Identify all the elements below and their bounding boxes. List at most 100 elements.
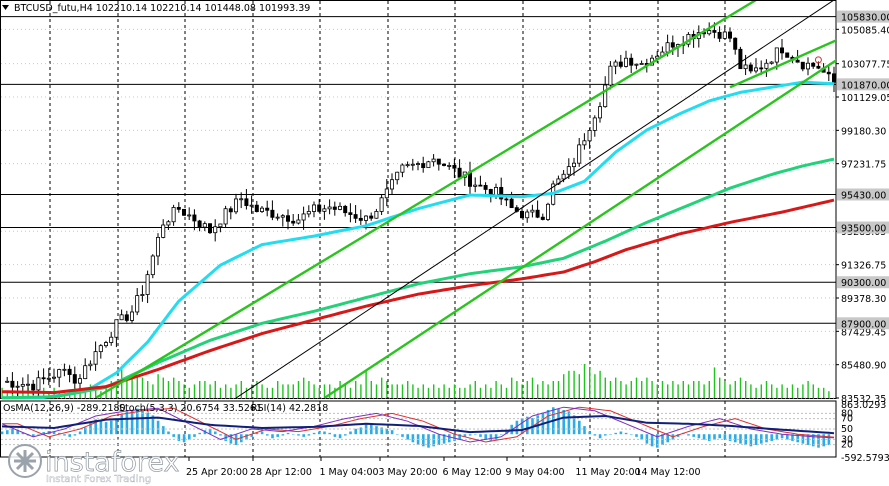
volume-bar bbox=[251, 384, 253, 398]
osma-bar bbox=[297, 434, 300, 436]
osma-bar bbox=[32, 434, 35, 437]
volume-bar bbox=[542, 381, 544, 398]
osma-bar bbox=[58, 432, 61, 435]
candle-bull bbox=[187, 214, 192, 217]
volume-bar bbox=[204, 381, 206, 398]
candle-bear bbox=[452, 165, 457, 169]
candle-bull bbox=[613, 61, 618, 67]
osma-bar bbox=[739, 434, 742, 444]
volume-bar bbox=[656, 384, 658, 398]
osma-bar bbox=[276, 434, 279, 437]
candle-bull bbox=[311, 204, 316, 212]
volume-bar bbox=[625, 384, 627, 398]
candle-bull bbox=[202, 223, 207, 228]
osma-bar bbox=[687, 434, 690, 436]
candle-bear bbox=[535, 209, 540, 218]
volume-bar bbox=[271, 387, 274, 398]
y-tick-label: 97231.75 bbox=[841, 160, 886, 171]
candle-bull bbox=[301, 213, 306, 221]
osc-tick-label: 30 bbox=[841, 434, 853, 445]
volume-bar bbox=[516, 381, 518, 398]
candle-bull bbox=[88, 363, 93, 367]
osma-bar bbox=[42, 432, 45, 435]
volume-bar bbox=[651, 381, 653, 398]
volume-bar bbox=[724, 381, 726, 398]
candle-bull bbox=[473, 184, 478, 187]
osma-bar bbox=[68, 434, 71, 437]
osma-bar bbox=[99, 420, 103, 435]
osma-bar bbox=[562, 409, 565, 435]
watermark-tagline: Instant Forex Trading bbox=[46, 474, 151, 485]
volume-bar bbox=[812, 384, 814, 398]
candle-bull bbox=[166, 221, 171, 226]
candle-bear bbox=[504, 198, 509, 201]
osma-bar bbox=[115, 418, 118, 435]
candle-bear bbox=[369, 215, 374, 219]
volume-bar bbox=[661, 381, 664, 398]
volume-bar bbox=[412, 384, 414, 398]
candle-bear bbox=[72, 374, 77, 384]
candle-bull bbox=[213, 226, 218, 234]
volume-bar bbox=[739, 377, 742, 398]
candle-bull bbox=[57, 369, 62, 378]
osma-bar bbox=[73, 434, 77, 436]
volume-bar bbox=[167, 381, 170, 398]
osma-bar bbox=[266, 434, 269, 436]
candle-bull bbox=[5, 380, 10, 383]
osma-bar bbox=[328, 432, 331, 435]
osc-tick-label: 70 bbox=[841, 414, 853, 425]
volume-bar bbox=[256, 381, 258, 398]
candle-bull bbox=[15, 385, 20, 388]
candle-bull bbox=[410, 163, 415, 166]
osma-bar bbox=[302, 434, 305, 437]
volume-bar bbox=[287, 384, 289, 398]
volume-bar bbox=[552, 381, 554, 398]
osma-bar bbox=[666, 434, 669, 443]
osma-bar bbox=[167, 431, 170, 435]
trend-channel-line bbox=[323, 59, 836, 398]
osc-tick-label: 20 bbox=[841, 440, 853, 451]
candle-bull bbox=[415, 163, 420, 165]
osma-bar bbox=[656, 434, 659, 448]
volume-bar bbox=[209, 384, 211, 398]
osma-label: OsMA(12,26,9) -289.2180 bbox=[3, 403, 126, 414]
osma-bar bbox=[500, 434, 503, 435]
volume-bar bbox=[802, 384, 804, 398]
price-level-tag bbox=[837, 276, 889, 289]
osma-bar bbox=[598, 434, 602, 439]
osma-bar bbox=[723, 434, 727, 440]
volume-bar bbox=[620, 381, 622, 398]
osma-bar bbox=[136, 408, 139, 435]
candle-bull bbox=[769, 61, 774, 64]
volume-bar bbox=[537, 384, 539, 398]
rsi-label: RSI(14) 42.2818 bbox=[251, 403, 328, 414]
osma-bar bbox=[219, 434, 222, 436]
osma-bar bbox=[635, 434, 638, 437]
chart-menu-arrow-icon[interactable] bbox=[2, 5, 9, 10]
candle-bear bbox=[358, 217, 363, 221]
volume-bar bbox=[771, 384, 773, 398]
osma-bar bbox=[214, 431, 217, 435]
volume-bar bbox=[734, 381, 736, 398]
volume-bar bbox=[547, 384, 549, 398]
volume-bar bbox=[729, 384, 731, 398]
candle-bear bbox=[228, 208, 233, 213]
osma-bar bbox=[422, 434, 425, 447]
volume-bar bbox=[214, 381, 216, 398]
candle-bear bbox=[483, 185, 488, 190]
volume-bar bbox=[609, 381, 612, 398]
osma-bar bbox=[593, 434, 597, 436]
volume-bar bbox=[448, 387, 450, 398]
osma-bar bbox=[208, 428, 212, 435]
osma-bar bbox=[796, 434, 799, 443]
volume-bar bbox=[178, 381, 180, 398]
osma-bar bbox=[401, 434, 404, 437]
candle-bull bbox=[223, 208, 228, 225]
y-tick-label: 101129.05 bbox=[841, 93, 889, 104]
volume-bar bbox=[667, 384, 669, 398]
last-signal-marker bbox=[814, 56, 822, 64]
osma-bar bbox=[37, 434, 40, 435]
x-tick-label: 11 May 20:00 bbox=[575, 467, 640, 478]
osma-bar bbox=[380, 427, 383, 435]
volume-bar bbox=[261, 384, 263, 398]
